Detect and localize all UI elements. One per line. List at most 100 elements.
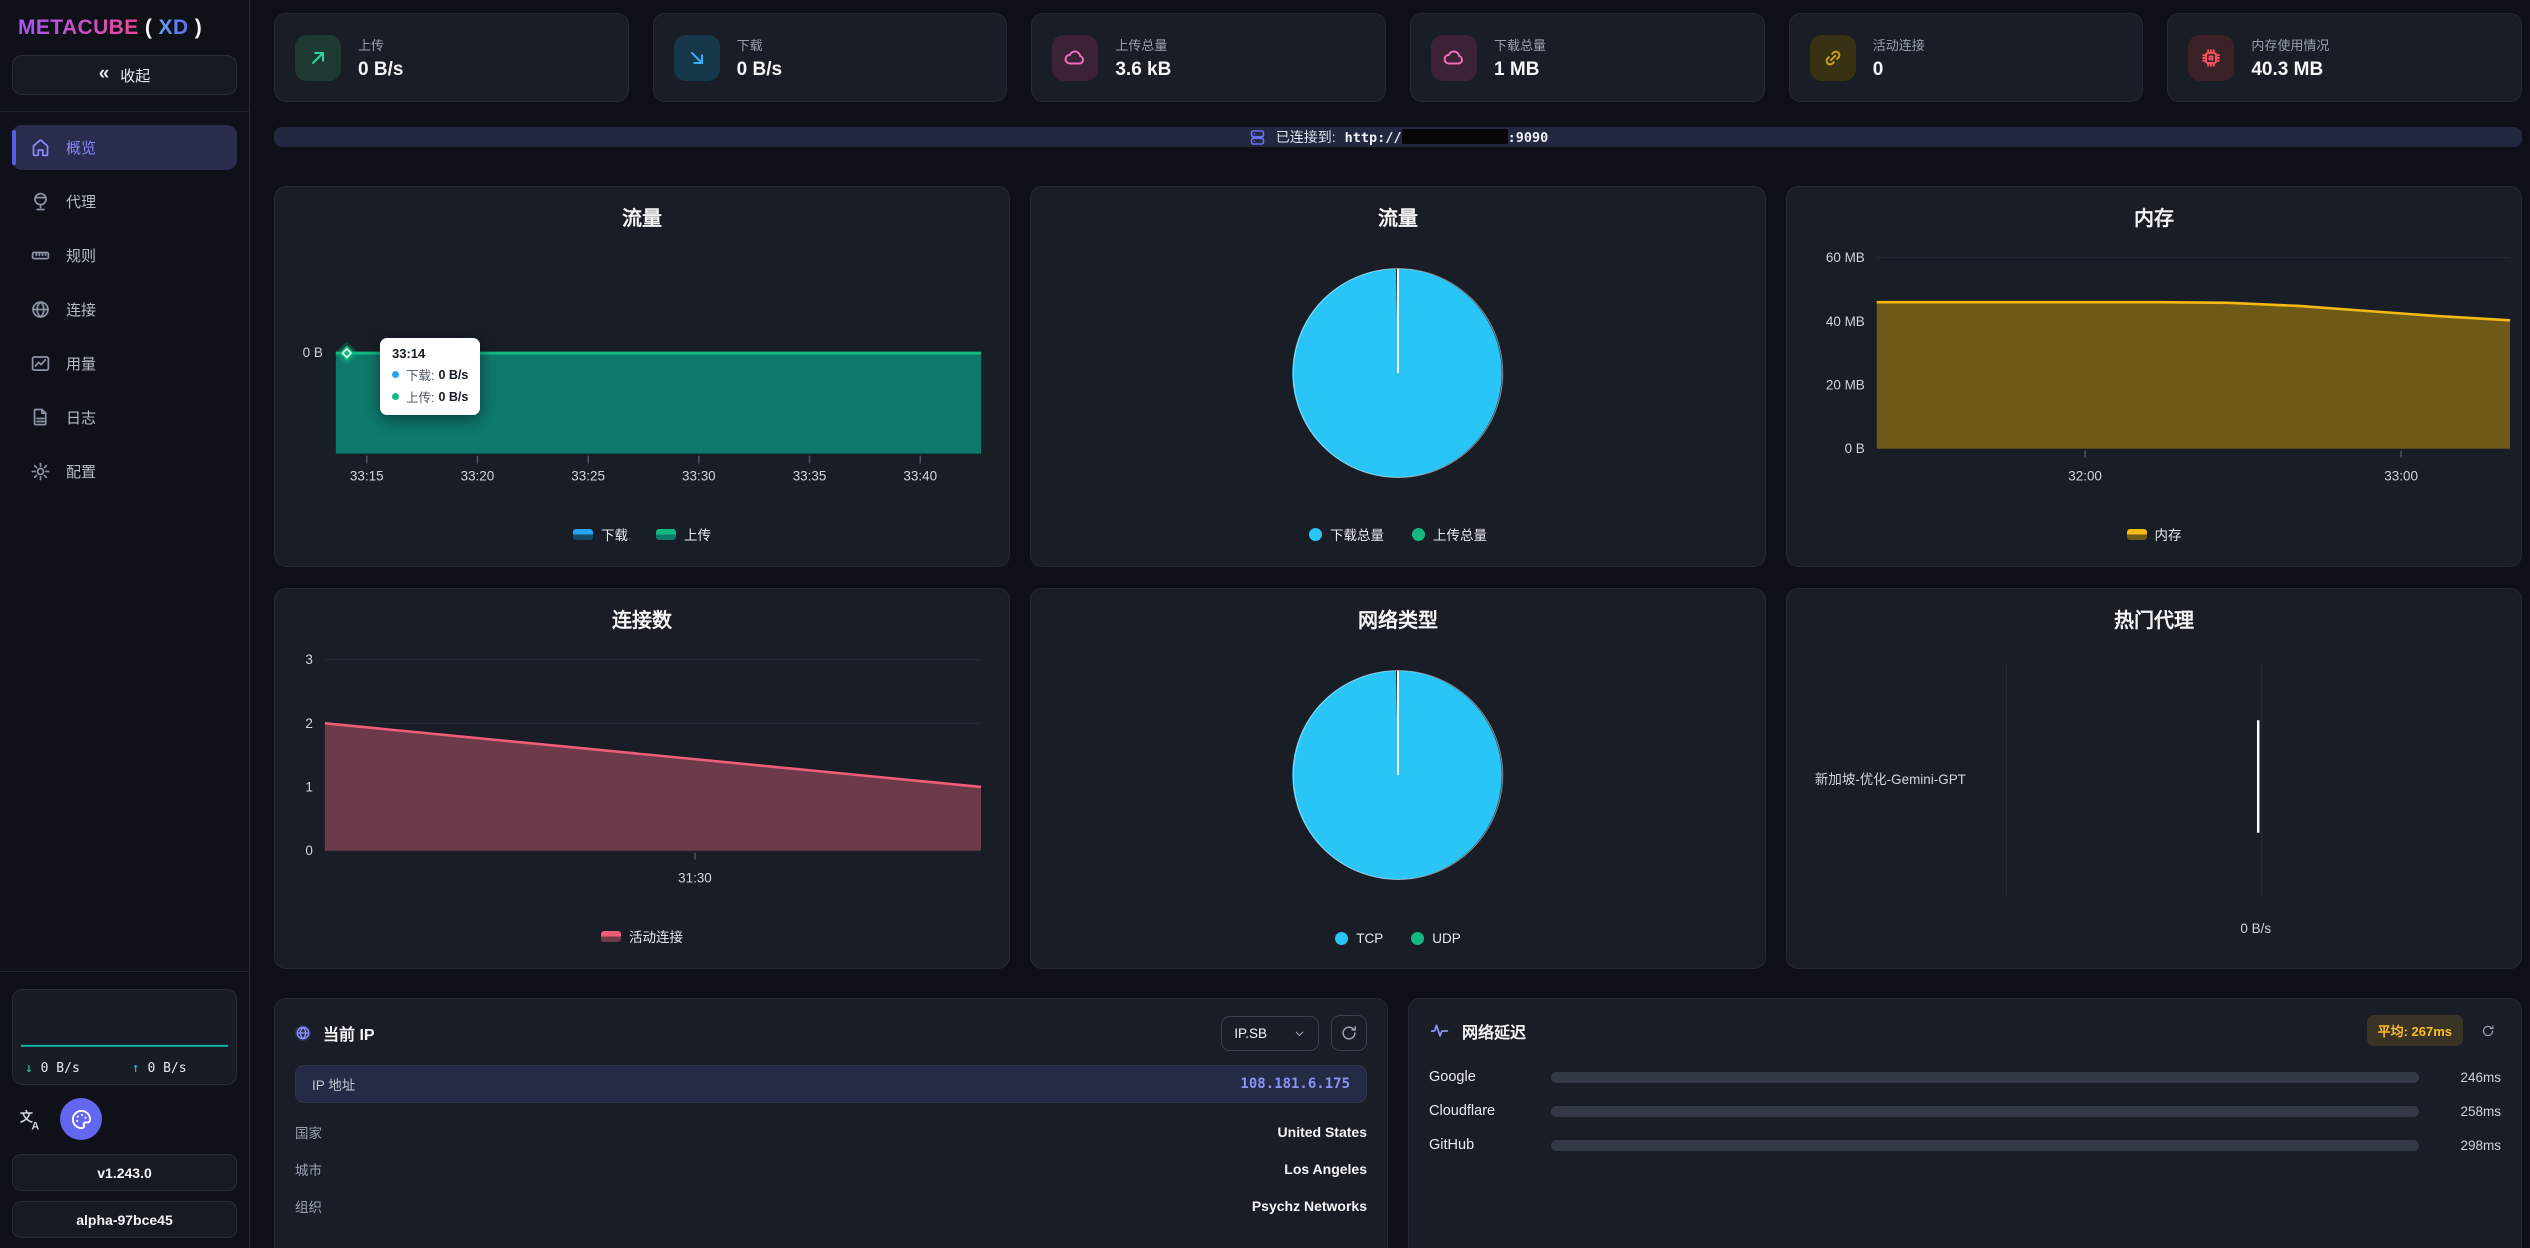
svg-text:0: 0 (305, 843, 312, 858)
sidebar-collapse-button[interactable]: « 收起 (12, 55, 237, 95)
sidebar-item-配置[interactable]: 配置 (12, 449, 237, 494)
latency-bar-track (1551, 1071, 2419, 1083)
stat-value: 0 B/s (736, 58, 783, 80)
charts-grid: 流量 0 B 33:15 33:20 33:25 33:30 33:35 33:40 下载 上传 3… (274, 186, 2522, 969)
legend-swatch (2126, 528, 2147, 540)
svg-text:33:15: 33:15 (350, 468, 384, 483)
build-badge[interactable]: alpha-97bce45 (12, 1201, 237, 1238)
legend-item-上传[interactable]: 上传 (656, 524, 711, 544)
legend-label: TCP (1356, 931, 1384, 946)
legend-item-下载总量[interactable]: 下载总量 (1309, 524, 1384, 544)
svg-text:60 MB: 60 MB (1826, 250, 1865, 265)
app-logo: METACUBE ( XD ) (12, 14, 237, 55)
legend-dot (1412, 527, 1425, 541)
chart-card-connections: 连接数 0 1 2 3 31:30 活动连接 (274, 588, 1010, 969)
sidebar-divider (0, 111, 249, 112)
ip-row-value: Los Angeles (1284, 1160, 1367, 1177)
ip-refresh-button[interactable] (1331, 1015, 1367, 1051)
legend-swatch (601, 930, 621, 942)
svg-text:20 MB: 20 MB (1826, 377, 1865, 392)
chart-legend: 活动连接 (275, 926, 1009, 946)
sidebar-item-规则[interactable]: 规则 (12, 233, 237, 278)
sidebar-item-代理[interactable]: 代理 (12, 179, 237, 224)
latency-target-label: GitHub (1429, 1137, 1475, 1153)
sidebar-item-用量[interactable]: 用量 (12, 341, 237, 386)
file-text-icon (30, 407, 51, 428)
bottom-row: 当前 IP IP.SB IP 地址 108.181.6.175 国家 United… (274, 998, 2522, 1248)
tooltip-row: 下载: 0 B/s (392, 365, 468, 384)
latency-average-badge: 平均: 267ms (2366, 1015, 2463, 1046)
palette-icon (70, 1108, 93, 1131)
stat-card-活动连接: 活动连接 0 (1788, 13, 2144, 102)
ip-row-组织: 组织 Psychz Networks (275, 1187, 1387, 1224)
latency-header: 网络延迟 平均: 267ms (1409, 999, 2521, 1057)
nav-item-label: 日志 (66, 410, 97, 427)
hbar-chart-top-proxies: 新加坡-优化-Gemini-GPT 0 B/s (1815, 664, 2271, 936)
legend-item-上传总量[interactable]: 上传总量 (1412, 524, 1487, 544)
legend-label: 活动连接 (629, 930, 683, 945)
ip-address-row: IP 地址 108.181.6.175 (295, 1065, 1367, 1103)
stat-text: 下载 0 B/s (737, 35, 782, 81)
nav-item-label: 代理 (66, 194, 97, 211)
ip-row-value: United States (1277, 1123, 1367, 1140)
stat-value: 0 (1872, 58, 1884, 80)
brand-paren-open: ( (144, 16, 153, 39)
chart-card-network-type: 网络类型 TCP UDP (1030, 588, 1766, 969)
chart-legend: 内存 (1787, 524, 2521, 544)
chart-legend: 下载总量 上传总量 (1031, 524, 1765, 544)
main-content: 上传 0 B/s 下载 0 B/s 上传总量 3.6 kB 下载总量 1 MB 活动连接 0 内存使… (250, 0, 2530, 1248)
latency-bar-track (1551, 1105, 2419, 1117)
sidebar-spacer (12, 494, 237, 955)
stat-value: 1 MB (1494, 58, 1540, 80)
latency-value: 298ms (2460, 1137, 2501, 1153)
sidebar-item-日志[interactable]: 日志 (12, 395, 237, 440)
activity-icon (1429, 1020, 1450, 1041)
latency-row-Cloudflare: Cloudflare 258ms (1429, 1103, 2501, 1119)
tooltip-series-dot (392, 371, 399, 378)
chart-title: 网络类型 (1358, 610, 1438, 632)
home-icon (30, 137, 51, 158)
ip-row-label: 国家 (295, 1125, 322, 1141)
sidebar-item-连接[interactable]: 连接 (12, 287, 237, 332)
ip-provider-select[interactable]: IP.SB (1221, 1015, 1319, 1051)
pie-chart-network-type (1292, 670, 1504, 880)
svg-text:3: 3 (305, 652, 312, 667)
legend-item-下载[interactable]: 下载 (573, 524, 628, 544)
latency-row-GitHub: GitHub 298ms (1429, 1137, 2501, 1153)
arrow-up-icon: ↑ (131, 1061, 140, 1076)
stat-text: 上传 0 B/s (358, 35, 403, 81)
ip-address-value: 108.181.6.175 (1240, 1076, 1350, 1092)
globe-icon (30, 299, 51, 320)
ip-row-城市: 城市 Los Angeles (275, 1150, 1387, 1187)
svg-text:33:00: 33:00 (2384, 468, 2418, 483)
sidebar-item-概览[interactable]: 概览 (12, 125, 237, 170)
legend-swatch (573, 528, 593, 540)
stat-label: 活动连接 (1872, 37, 1925, 53)
legend-item-内存[interactable]: 内存 (2126, 524, 2182, 544)
svg-text:33:35: 33:35 (793, 468, 827, 483)
legend-item-UDP[interactable]: UDP (1411, 931, 1461, 946)
theme-palette-button[interactable] (60, 1098, 102, 1140)
nav-item-label: 连接 (66, 302, 97, 319)
brand-flavor: XD (158, 16, 189, 39)
chart-title: 内存 (2134, 208, 2174, 230)
server-icon (1248, 128, 1267, 147)
legend-item-TCP[interactable]: TCP (1335, 931, 1383, 946)
latency-refresh-button[interactable] (2475, 1018, 2501, 1044)
area-chart-memory: 0 B 20 MB 40 MB 60 MB 32:00 33:00 (1826, 250, 2511, 483)
legend-dot (1309, 527, 1322, 541)
svg-text:32:00: 32:00 (2068, 468, 2102, 483)
latency-bar-track (1551, 1139, 2419, 1151)
stat-text: 活动连接 0 (1873, 35, 1925, 81)
legend-label: 内存 (2154, 528, 2182, 543)
version-badge[interactable]: v1.243.0 (12, 1154, 237, 1191)
svg-text:33:30: 33:30 (682, 468, 716, 483)
gear-icon (30, 461, 51, 482)
arrow-down-right-icon (673, 34, 720, 81)
chart-card-traffic: 流量 0 B 33:15 33:20 33:25 33:30 33:35 33:40 下载 上传 3… (274, 186, 1010, 567)
stat-card-下载: 下载 0 B/s (652, 13, 1008, 102)
legend-item-活动连接[interactable]: 活动连接 (601, 926, 683, 946)
